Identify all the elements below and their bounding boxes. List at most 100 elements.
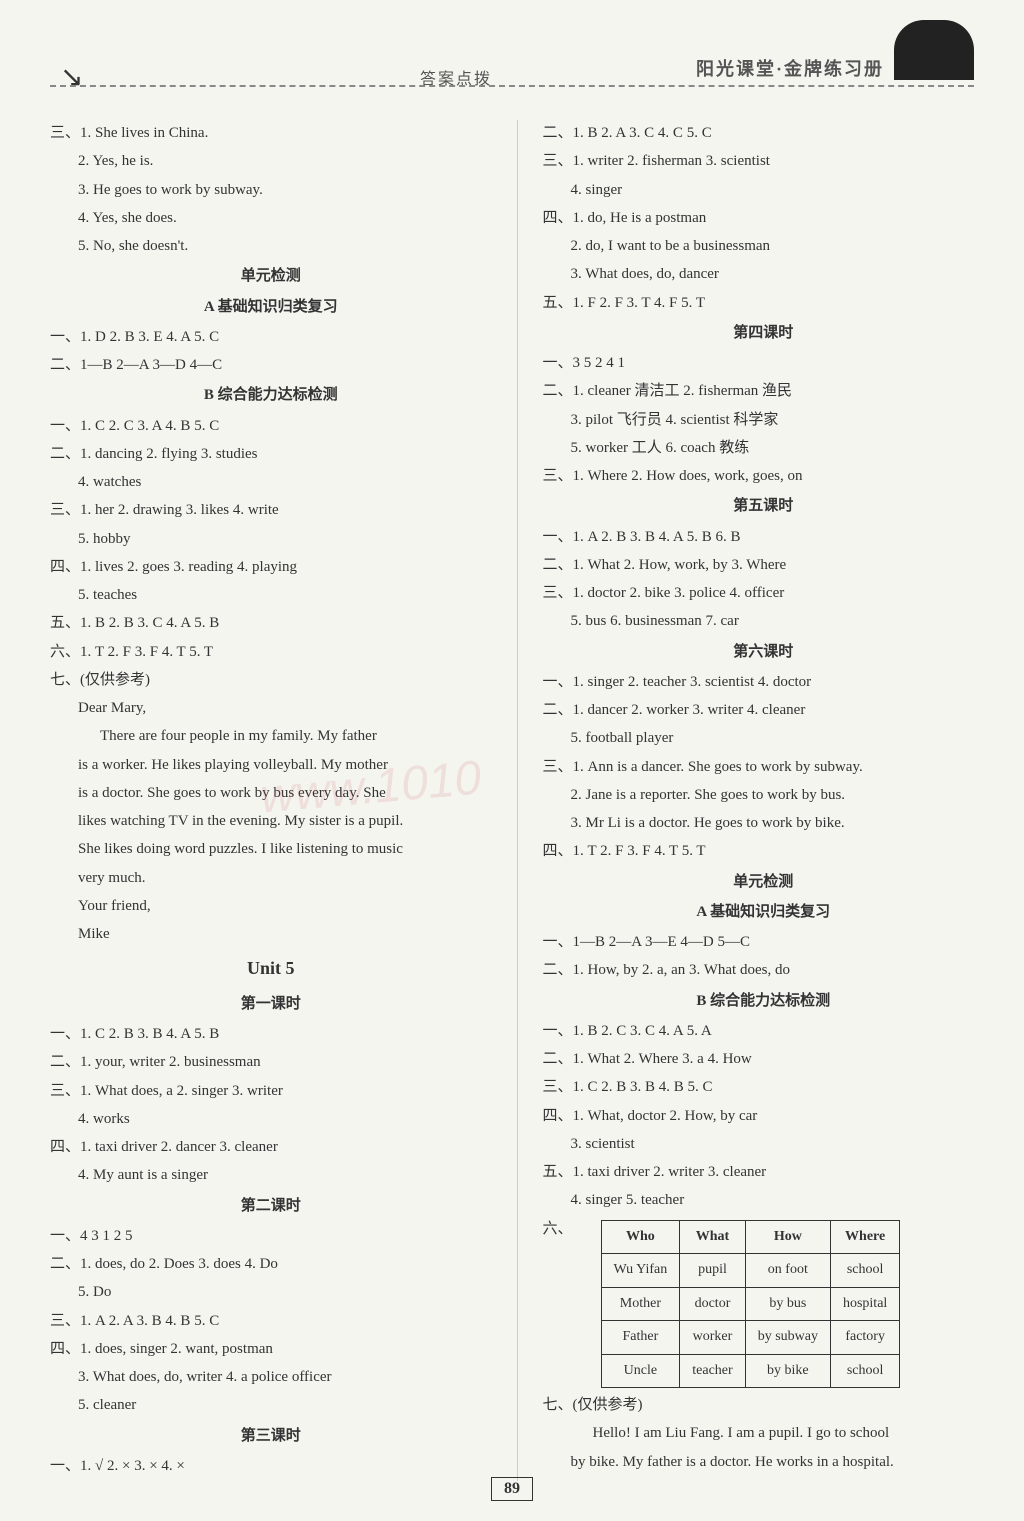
answer-line: 2. do, I want to be a businessman xyxy=(543,233,985,259)
table-cell: hospital xyxy=(830,1287,899,1321)
section-b-title: B 综合能力达标检测 xyxy=(50,382,492,408)
answer-line: 五、1. B 2. B 3. C 4. A 5. B xyxy=(50,610,492,636)
letter-line: Dear Mary, xyxy=(50,695,492,721)
table-cell: Mother xyxy=(601,1287,680,1321)
header-silhouette xyxy=(894,20,974,80)
lesson4-title: 第四课时 xyxy=(543,320,985,346)
letter-line: Your friend, xyxy=(50,893,492,919)
answer-line: 四、1. do, He is a postman xyxy=(543,205,985,231)
answer-line: 二、1—B 2—A 3—D 4—C xyxy=(50,352,492,378)
table-header: What xyxy=(680,1220,745,1254)
answer-line: 一、4 3 1 2 5 xyxy=(50,1223,492,1249)
table-cell: by subway xyxy=(745,1321,830,1355)
lesson2-title: 第二课时 xyxy=(50,1193,492,1219)
answer-line: 一、1. √ 2. × 3. × 4. × xyxy=(50,1453,492,1479)
table-cell: by bike xyxy=(745,1354,830,1388)
answer-line: 五、1. taxi driver 2. writer 3. cleaner xyxy=(543,1159,985,1185)
answer-line: 4. singer 5. teacher xyxy=(543,1187,985,1213)
answer-line: 一、1. C 2. B 3. B 4. A 5. B xyxy=(50,1021,492,1047)
essay-line: Hello! I am Liu Fang. I am a pupil. I go… xyxy=(543,1420,985,1446)
answer-line: 四、1. T 2. F 3. F 4. T 5. T xyxy=(543,838,985,864)
answer-line: 五、1. F 2. F 3. T 4. F 5. T xyxy=(543,290,985,316)
table-row: Wu Yifanpupilon footschool xyxy=(601,1254,900,1288)
answer-line: 二、1. How, by 2. a, an 3. What does, do xyxy=(543,957,985,983)
answer-line: 5. bus 6. businessman 7. car xyxy=(543,608,985,634)
answer-line: 4. works xyxy=(50,1106,492,1132)
answer-line: 七、(仅供参考) xyxy=(543,1392,985,1418)
answer-line: 4. watches xyxy=(50,469,492,495)
answer-line: 三、1. her 2. drawing 3. likes 4. write xyxy=(50,497,492,523)
content-columns: 三、1. She lives in China. 2. Yes, he is. … xyxy=(50,120,984,1481)
corner-decoration: ↘ xyxy=(60,60,83,94)
table-cell: school xyxy=(830,1254,899,1288)
letter-line: She likes doing word puzzles. I like lis… xyxy=(50,836,492,862)
header-right-text: 阳光课堂·金牌练习册 xyxy=(696,55,884,81)
answer-line: 二、1. your, writer 2. businessman xyxy=(50,1049,492,1075)
answer-line: 一、3 5 2 4 1 xyxy=(543,350,985,376)
column-divider xyxy=(517,120,518,1481)
answer-line: 二、1. dancer 2. worker 3. writer 4. clean… xyxy=(543,697,985,723)
left-column: 三、1. She lives in China. 2. Yes, he is. … xyxy=(50,120,492,1481)
unit5-title: Unit 5 xyxy=(50,953,492,985)
page-container: ↘ 答案点拨 阳光课堂·金牌练习册 www.1010 三、1. She live… xyxy=(0,0,1024,1521)
table-cell: by bus xyxy=(745,1287,830,1321)
table-header: How xyxy=(745,1220,830,1254)
table-row: Motherdoctorby bushospital xyxy=(601,1287,900,1321)
answer-line: 四、1. lives 2. goes 3. reading 4. playing xyxy=(50,554,492,580)
table-cell: worker xyxy=(680,1321,745,1355)
answer-line: 二、1. cleaner 清洁工 2. fisherman 渔民 xyxy=(543,378,985,404)
letter-line: Mike xyxy=(50,921,492,947)
answer-line: 3. What does, do, writer 4. a police off… xyxy=(50,1364,492,1390)
answer-line: 二、1. B 2. A 3. C 4. C 5. C xyxy=(543,120,985,146)
answer-line: 一、1. B 2. C 3. C 4. A 5. A xyxy=(543,1018,985,1044)
lesson5-title: 第五课时 xyxy=(543,493,985,519)
answer-line: 4. singer xyxy=(543,177,985,203)
essay-line: by bike. My father is a doctor. He works… xyxy=(543,1449,985,1475)
header-divider xyxy=(50,85,974,87)
answer-line: 5. football player xyxy=(543,725,985,751)
answer-line: 三、1. writer 2. fisherman 3. scientist xyxy=(543,148,985,174)
answer-line: 5. hobby xyxy=(50,526,492,552)
answer-line: 4. Yes, she does. xyxy=(50,205,492,231)
answer-line: 3. pilot 飞行员 4. scientist 科学家 xyxy=(543,407,985,433)
table-row: Uncleteacherby bikeschool xyxy=(601,1354,900,1388)
answer-line: 5. worker 工人 6. coach 教练 xyxy=(543,435,985,461)
answer-line: 3. scientist xyxy=(543,1131,985,1157)
table-header: Where xyxy=(830,1220,899,1254)
answer-line: 一、1. C 2. C 3. A 4. B 5. C xyxy=(50,413,492,439)
section-b-title: B 综合能力达标检测 xyxy=(543,988,985,1014)
right-column: 二、1. B 2. A 3. C 4. C 5. C 三、1. writer 2… xyxy=(543,120,985,1481)
answer-line: 三、1. doctor 2. bike 3. police 4. officer xyxy=(543,580,985,606)
answer-line: 5. Do xyxy=(50,1279,492,1305)
table-cell: doctor xyxy=(680,1287,745,1321)
answer-line: 一、1. D 2. B 3. E 4. A 5. C xyxy=(50,324,492,350)
answer-prefix: 六、 xyxy=(543,1216,573,1242)
answer-line: 一、1. singer 2. teacher 3. scientist 4. d… xyxy=(543,669,985,695)
answer-line: 三、1. A 2. A 3. B 4. B 5. C xyxy=(50,1308,492,1334)
letter-line: very much. xyxy=(50,865,492,891)
answer-line: 5. cleaner xyxy=(50,1392,492,1418)
unit-test-title: 单元检测 xyxy=(543,869,985,895)
lesson3-title: 第三课时 xyxy=(50,1423,492,1449)
table-cell: Father xyxy=(601,1321,680,1355)
table-cell: teacher xyxy=(680,1354,745,1388)
answer-line: 二、1. What 2. How, work, by 3. Where xyxy=(543,552,985,578)
section-a-title: A 基础知识归类复习 xyxy=(50,294,492,320)
answer-line: 三、1. What does, a 2. singer 3. writer xyxy=(50,1078,492,1104)
table-cell: Wu Yifan xyxy=(601,1254,680,1288)
answer-line: 三、1. Where 2. How does, work, goes, on xyxy=(543,463,985,489)
unit-test-title: 单元检测 xyxy=(50,263,492,289)
letter-line: is a worker. He likes playing volleyball… xyxy=(50,752,492,778)
answer-line: 2. Yes, he is. xyxy=(50,148,492,174)
answer-line: 3. Mr Li is a doctor. He goes to work by… xyxy=(543,810,985,836)
table-cell: Uncle xyxy=(601,1354,680,1388)
answer-line: 四、1. does, singer 2. want, postman xyxy=(50,1336,492,1362)
table-cell: school xyxy=(830,1354,899,1388)
table-cell: pupil xyxy=(680,1254,745,1288)
table-row: Fatherworkerby subwayfactory xyxy=(601,1321,900,1355)
answer-line: 5. No, she doesn't. xyxy=(50,233,492,259)
answer-line: 三、1. C 2. B 3. B 4. B 5. C xyxy=(543,1074,985,1100)
answer-line: 一、1. A 2. B 3. B 4. A 5. B 6. B xyxy=(543,524,985,550)
answer-line: 4. My aunt is a singer xyxy=(50,1162,492,1188)
answer-line: 三、1. She lives in China. xyxy=(50,120,492,146)
